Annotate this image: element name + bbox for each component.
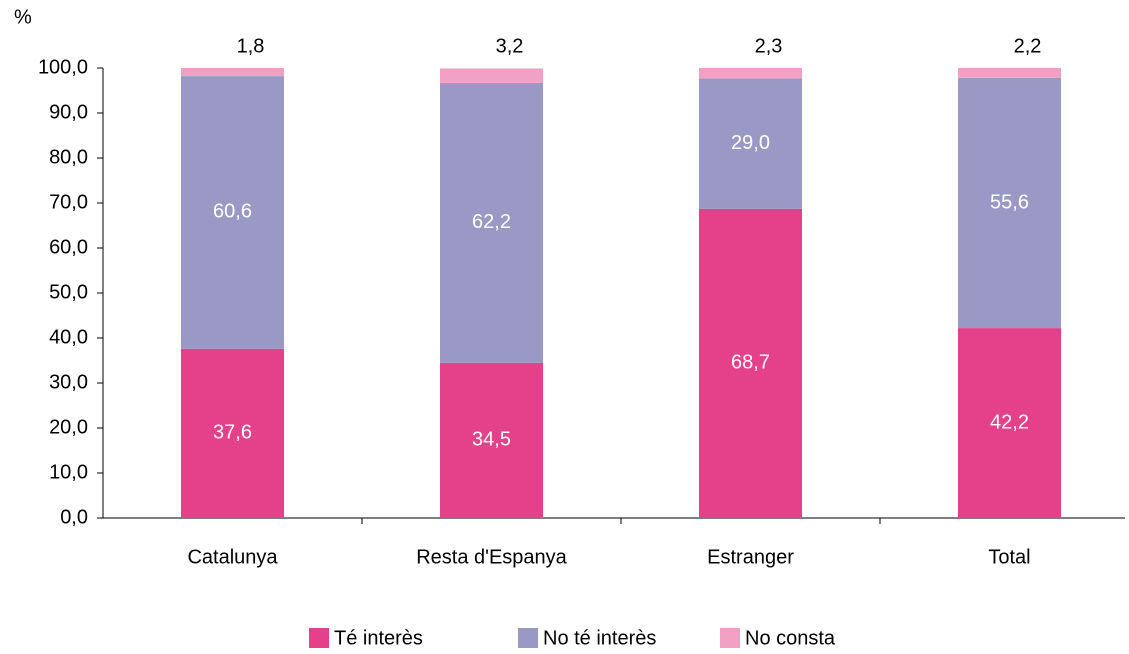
bar-segment [958, 328, 1061, 518]
bar-segment [440, 82, 543, 363]
legend-label: No té interès [543, 627, 656, 649]
bar-segment [699, 208, 802, 518]
y-tick-label: 80,0 [49, 146, 88, 168]
y-tick-label: 0,0 [60, 506, 88, 528]
bar-segment [958, 68, 1061, 78]
bar-segment [181, 76, 284, 349]
y-tick-label: 30,0 [49, 371, 88, 393]
data-label: 60,6 [213, 201, 252, 223]
bar-segment [958, 77, 1061, 329]
legend-label: No consta [745, 627, 836, 649]
y-tick-label: 60,0 [49, 236, 88, 258]
legend-swatch [720, 628, 740, 648]
data-label: 37,6 [213, 422, 252, 444]
y-tick-label: 70,0 [49, 191, 88, 213]
data-label: 68,7 [731, 352, 770, 374]
legend-swatch [518, 628, 538, 648]
data-label: 29,0 [731, 132, 770, 154]
y-tick-label: 90,0 [49, 101, 88, 123]
data-label: 62,2 [472, 211, 511, 233]
x-tick-label: Total [988, 546, 1030, 568]
x-tick-label: Resta d'Espanya [416, 546, 567, 568]
bar-segment [699, 78, 802, 209]
y-axis-label: % [14, 6, 32, 28]
data-label: 42,2 [990, 411, 1029, 433]
y-tick-label: 40,0 [49, 326, 88, 348]
data-label: 2,2 [1014, 35, 1042, 57]
bar-segment [181, 68, 284, 77]
bar-segment [440, 68, 543, 83]
data-label: 1,8 [237, 35, 265, 57]
x-tick-label: Estranger [707, 546, 794, 568]
bar-segment [181, 348, 284, 518]
y-tick-label: 100,0 [38, 56, 88, 78]
legend-label: Té interès [334, 627, 423, 649]
data-label: 34,5 [472, 429, 511, 451]
legend-swatch [309, 628, 329, 648]
x-tick-label: Catalunya [187, 546, 278, 568]
data-label: 55,6 [990, 191, 1029, 213]
bar-segment [440, 362, 543, 518]
y-tick-label: 20,0 [49, 416, 88, 438]
data-label: 3,2 [496, 35, 524, 57]
bar-segment [699, 68, 802, 79]
data-label: 2,3 [755, 35, 783, 57]
y-tick-label: 50,0 [49, 281, 88, 303]
y-tick-label: 10,0 [49, 461, 88, 483]
